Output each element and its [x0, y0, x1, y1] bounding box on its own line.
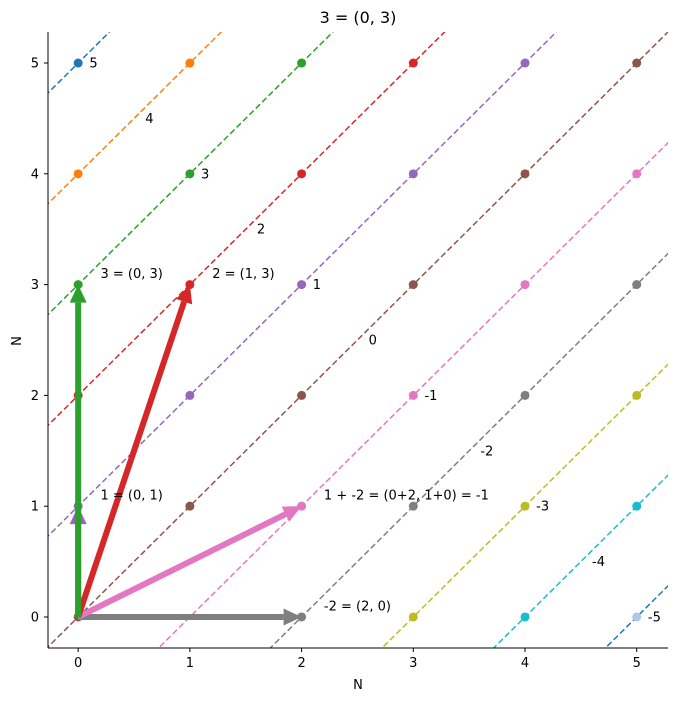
point-2-1 — [185, 169, 195, 179]
y-tick-label: 4 — [31, 167, 39, 182]
point-7-2 — [520, 390, 530, 400]
axes-layer: 0 1 2 3 4 5 0 1 2 3 4 5 — [31, 32, 668, 671]
vector-label-2: 1 + -2 = (0+2, 1+0) = -1 — [324, 489, 489, 504]
line-label: 5 — [89, 57, 97, 72]
y-tick-label: 2 — [31, 389, 39, 404]
point-9-1 — [632, 501, 642, 511]
point-7-1 — [408, 501, 418, 511]
vector-label-1: 1 = (0, 1) — [101, 489, 163, 504]
diagonal-line-2 — [48, 32, 334, 316]
vector-head-3 — [176, 284, 193, 305]
y-tick-label: 5 — [31, 57, 39, 72]
vector-label-3: 2 = (1, 3) — [212, 267, 274, 282]
x-tick-label: 5 — [633, 656, 641, 671]
diagonal-line-0 — [48, 32, 111, 94]
point-5-3 — [408, 280, 418, 290]
point-4-4 — [520, 58, 530, 68]
points-layer — [73, 58, 642, 622]
x-tick-label: 2 — [297, 656, 305, 671]
point-6-3 — [632, 169, 642, 179]
point-0-0 — [73, 58, 83, 68]
y-tick-label: 0 — [31, 610, 39, 625]
point-8-2 — [632, 390, 642, 400]
line-label: 0 — [369, 334, 377, 349]
point-8-1 — [520, 501, 530, 511]
x-tick-label: 4 — [521, 656, 529, 671]
x-tick-label: 3 — [409, 656, 417, 671]
point-3-3 — [408, 58, 418, 68]
vector-head-0 — [283, 608, 302, 626]
point-5-1 — [185, 501, 195, 511]
point-1-0 — [73, 169, 83, 179]
line-label: 1 — [313, 278, 321, 293]
line-label: -3 — [536, 500, 549, 515]
vector-head-2 — [281, 506, 302, 522]
vector-label-0: -2 = (2, 0) — [324, 599, 391, 614]
x-axis-label: N — [353, 678, 363, 693]
point-5-5 — [632, 58, 642, 68]
point-5-4 — [520, 169, 530, 179]
vector-label-4: 3 = (0, 3) — [101, 267, 163, 282]
diagonal-line-10 — [604, 584, 668, 648]
point-7-3 — [632, 280, 642, 290]
point-4-2 — [297, 280, 307, 290]
point-5-2 — [297, 390, 307, 400]
x-tick-label: 0 — [74, 656, 82, 671]
diagonal-line-8 — [380, 363, 668, 648]
x-tick-label: 1 — [186, 656, 194, 671]
point-2-2 — [297, 58, 307, 68]
point-4-1 — [185, 390, 195, 400]
y-tick-label: 3 — [31, 278, 39, 293]
chart-title: 3 = (0, 3) — [320, 8, 397, 27]
line-label: 4 — [145, 112, 153, 127]
diagonal-line-9 — [492, 474, 668, 648]
point-10-0 — [632, 612, 642, 622]
point-8-0 — [408, 612, 418, 622]
y-tick-label: 1 — [31, 500, 39, 515]
vector-head-4 — [69, 284, 87, 303]
point-4-3 — [408, 169, 418, 179]
vector-shaft-3 — [75, 300, 187, 618]
labels-layer: 5 4 3 2 1 0 -1 -2 -3 -4 -5 -2 = (2, 0) 1 = (0, 1) 1 +… — [89, 57, 661, 626]
line-label: -5 — [648, 610, 661, 625]
point-3-2 — [297, 169, 307, 179]
point-6-1 — [408, 390, 418, 400]
point-9-0 — [520, 612, 530, 622]
vector-shaft-2 — [76, 511, 287, 620]
line-label: 2 — [257, 223, 265, 238]
line-label: -1 — [424, 389, 437, 404]
line-label: 3 — [201, 167, 209, 182]
point-1-1 — [185, 58, 195, 68]
line-label: -2 — [480, 444, 493, 459]
y-axis-label: N — [10, 336, 25, 346]
point-6-2 — [520, 280, 530, 290]
vectors-layer — [69, 284, 302, 626]
line-label: -4 — [592, 555, 605, 570]
